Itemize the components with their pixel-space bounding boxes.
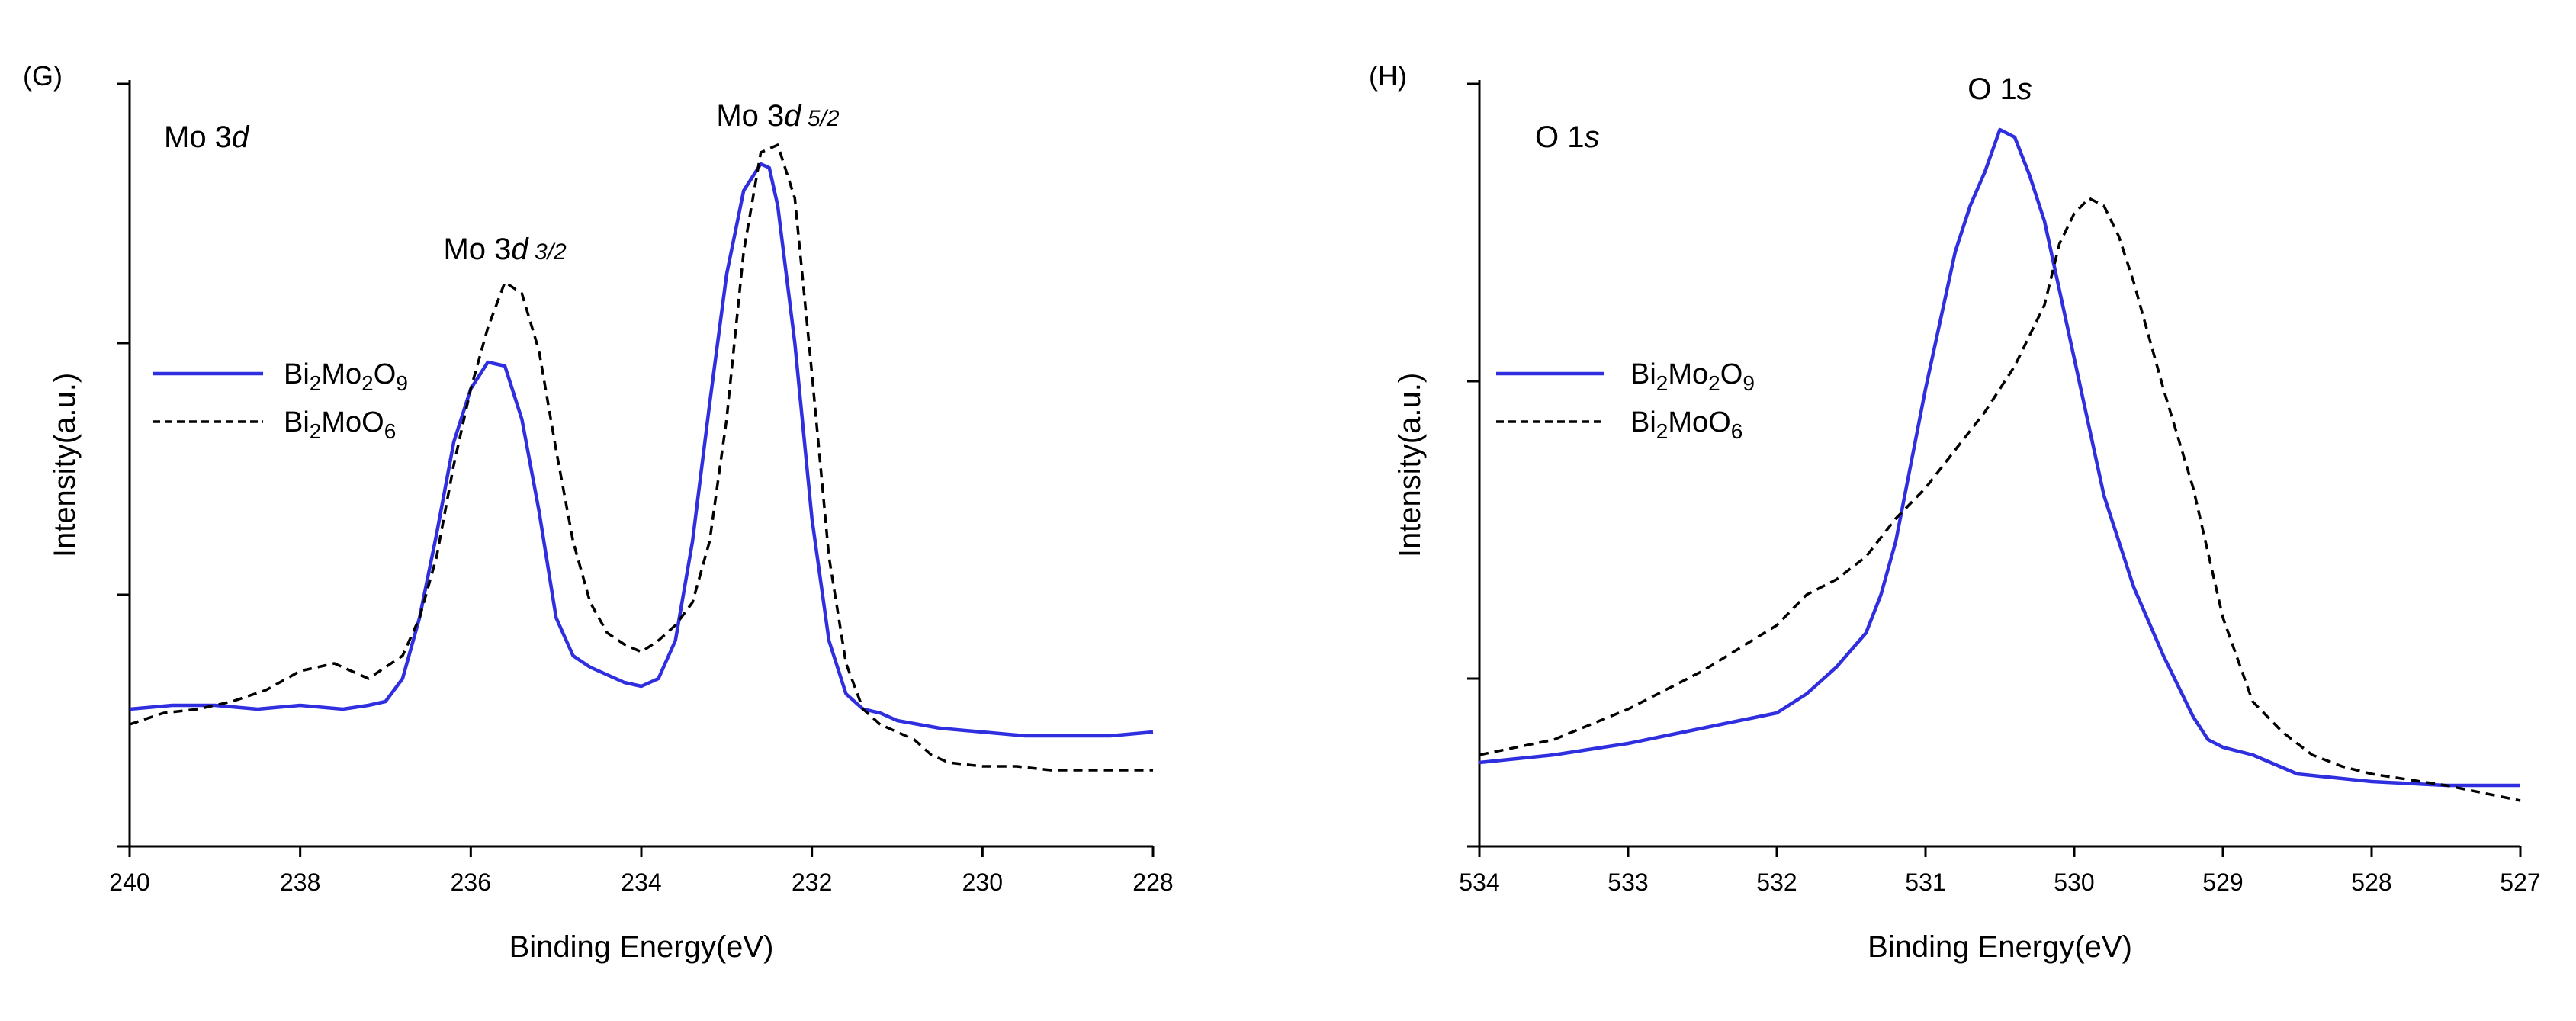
- legend-label: Bi2MoO6: [1630, 406, 1742, 443]
- legend-label: Bi2Mo2O9: [1630, 358, 1755, 395]
- y-axis-title: Intensity(a.u.): [48, 373, 82, 557]
- series-line-bi2moo6: [1479, 197, 2521, 802]
- legend-label: Bi2Mo2O9: [284, 358, 408, 395]
- x-tick-label: 238: [280, 868, 320, 896]
- peak-annotation: Mo 3d 3/2: [443, 233, 567, 266]
- plot-title: Mo 3d: [164, 120, 250, 154]
- y-axis-title: Intensity(a.u.): [1393, 373, 1427, 557]
- x-tick-label: 534: [1459, 868, 1499, 896]
- panel-label: (G): [23, 60, 63, 92]
- plot-title: O 1s: [1535, 120, 1599, 154]
- legend: Bi2Mo2O9 Bi2MoO6: [153, 358, 408, 443]
- x-tick-label: 527: [2500, 868, 2540, 896]
- x-tick-label: 228: [1132, 868, 1173, 896]
- chart-panel-g: 240 238 236 234 232 230 228 Binding Energy(eV) I…: [23, 60, 1174, 964]
- x-tick-label: 532: [1756, 868, 1797, 896]
- x-tick-label: 236: [451, 868, 491, 896]
- legend: Bi2Mo2O9 Bi2MoO6: [1496, 358, 1755, 443]
- x-axis-title: Binding Energy(eV): [1868, 930, 2132, 964]
- series-line-bi2mo2o9: [129, 162, 1154, 738]
- x-tick-label: 528: [2351, 868, 2391, 896]
- series-line-bi2mo2o9: [1479, 127, 2520, 788]
- panel-label: (H): [1369, 60, 1407, 92]
- x-tick-label: 234: [621, 868, 661, 896]
- x-tick-label: 240: [109, 868, 149, 896]
- legend-label: Bi2MoO6: [284, 406, 396, 443]
- x-tick-label: 529: [2202, 868, 2243, 896]
- x-tick-label: 232: [792, 868, 832, 896]
- peak-annotation: O 1s: [1967, 72, 2032, 106]
- x-tick-label: 531: [1905, 868, 1945, 896]
- chart-panel-h: 534 533 532 531 530 529 528 527 Binding Energy(e…: [1369, 60, 2541, 964]
- peak-annotation: Mo 3d 5/2: [716, 99, 840, 133]
- x-tick-label: 533: [1608, 868, 1648, 896]
- x-tick-label: 530: [2054, 868, 2094, 896]
- x-axis-title: Binding Energy(eV): [509, 930, 774, 964]
- series-line-bi2moo6: [129, 143, 1153, 772]
- x-tick-label: 230: [962, 868, 1003, 896]
